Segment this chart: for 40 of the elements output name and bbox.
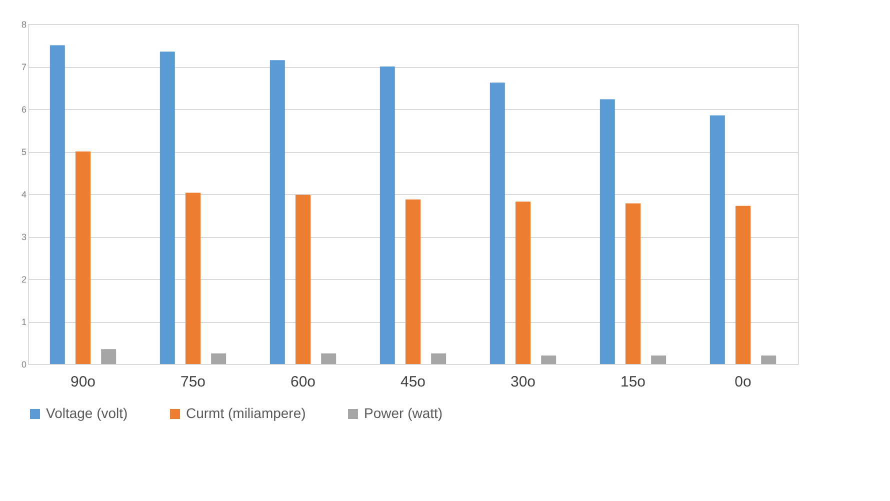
legend-label: Voltage (volt) [46,405,128,421]
bar [600,99,615,364]
y-tick-label: 7 [21,62,26,72]
bar [736,206,750,364]
bar [761,356,776,364]
bar [431,353,446,364]
bar [296,194,310,364]
y-tick-label: 2 [21,274,26,284]
bar [541,356,556,364]
bar [516,202,530,364]
bar [321,353,336,364]
bar [211,353,226,364]
x-tick-label: 45o [400,374,426,390]
y-tick-label: 4 [21,190,26,200]
bar [160,52,175,364]
bar [380,66,395,364]
bar [270,60,285,364]
x-tick-label: 30o [510,374,536,390]
legend-label: Power (watt) [364,405,443,421]
bar [186,192,200,364]
y-tick-label: 3 [21,232,26,242]
x-tick-label: 15o [620,374,646,390]
y-tick-label: 8 [21,20,26,30]
y-tick-label: 5 [21,147,26,157]
bar [101,349,116,364]
bar [76,152,90,364]
y-tick-label: 0 [21,360,26,370]
x-tick-label: 90o [70,374,96,390]
x-tick-label: 60o [290,374,316,390]
bar [490,82,505,364]
x-tick-label: 75o [180,374,206,390]
bar [626,203,640,364]
legend-label: Curmt (miliampere) [186,405,306,421]
y-tick-label: 1 [21,317,26,327]
bar [710,115,725,364]
x-tick-label: 0o [734,374,752,390]
bar [651,356,666,364]
y-tick-label: 6 [21,104,26,114]
bar [50,45,65,364]
bar [406,200,420,364]
